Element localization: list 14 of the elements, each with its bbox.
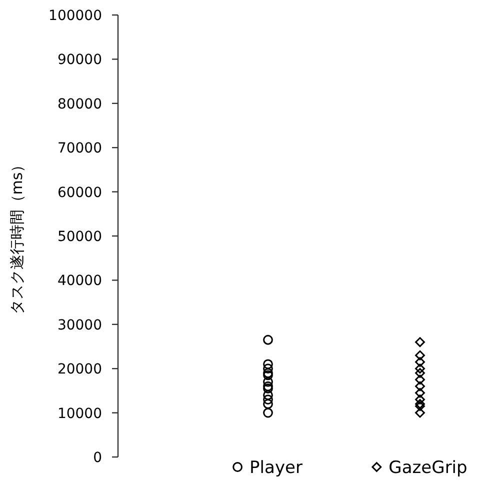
y-tick-label: 70000 [57,140,102,157]
y-tick-label: 20000 [57,362,102,378]
y-tick-label: 40000 [57,273,102,290]
y-tick-label: 30000 [57,317,102,334]
y-tick-label: 0 [93,450,102,466]
y-tick-label: 50000 [57,229,102,245]
y-tick-label: 100000 [48,8,102,24]
x-tick-label: Player [250,458,302,478]
y-axis-title: タスク遂行時間（ms） [8,157,26,315]
y-tick-label: 90000 [57,52,102,68]
y-tick-label: 80000 [57,96,102,112]
y-tick-label: 60000 [57,184,102,201]
y-tick-label: 10000 [57,406,102,422]
x-tick-label: GazeGrip [388,458,468,478]
